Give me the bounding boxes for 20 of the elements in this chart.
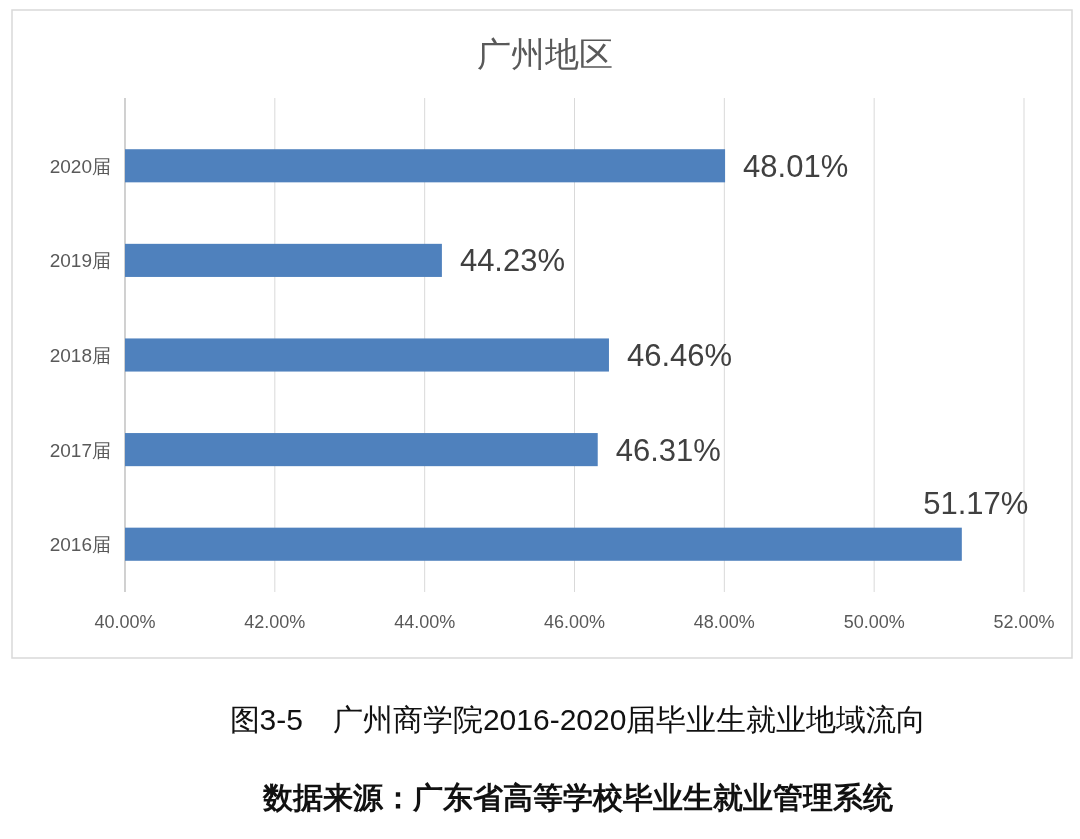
x-tick-label: 42.00% (244, 612, 306, 632)
data-label: 51.17% (923, 485, 1029, 521)
x-tick-label: 52.00% (993, 612, 1055, 632)
y-tick-label: 2017届 (49, 439, 111, 461)
x-tick-label: 46.00% (543, 612, 606, 632)
data-label: 46.31% (615, 432, 721, 468)
caption: 图3-5 广州商学院2016-2020届毕业生就业地域流向 (229, 703, 927, 736)
data-label: 46.46% (626, 338, 733, 373)
y-tick-label: 2020届 (49, 155, 111, 177)
x-tick-label: 44.00% (394, 612, 456, 632)
data-label: 44.23% (459, 243, 566, 279)
data-label: 48.01% (743, 148, 849, 184)
x-tick-label: 48.00% (693, 612, 755, 632)
y-tick-label: 2019届 (49, 250, 111, 272)
chart-title: 广州地区 (476, 35, 613, 73)
x-tick-label: 50.00% (843, 612, 905, 632)
x-tick-label: 40.00% (94, 612, 156, 632)
y-tick-label: 2018届 (49, 345, 111, 366)
y-tick-label: 2016届 (49, 534, 111, 556)
source-note: 数据来源：广东省高等学校毕业生就业管理系统 (262, 781, 894, 814)
